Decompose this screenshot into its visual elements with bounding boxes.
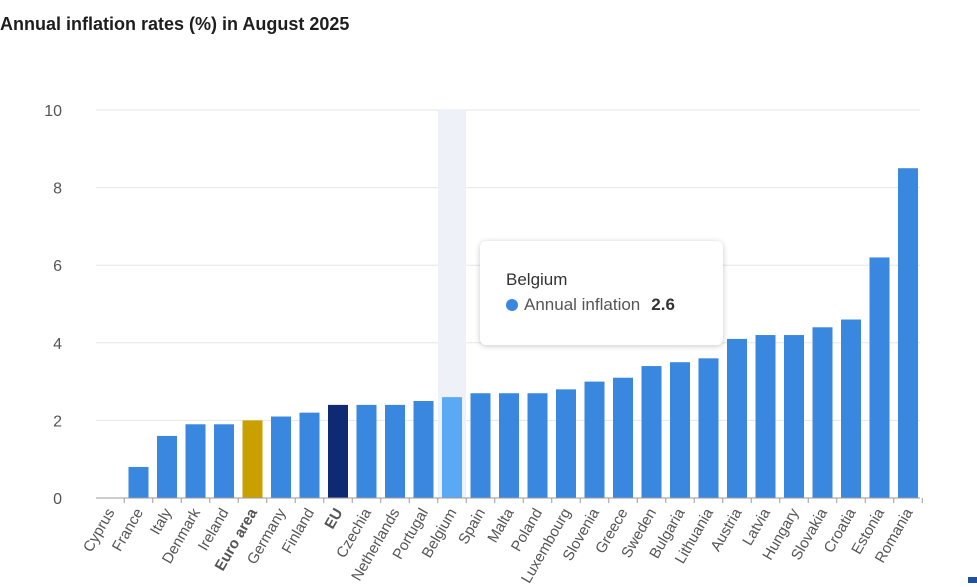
tooltip-title: Belgium xyxy=(506,270,568,289)
bar-euro-area[interactable] xyxy=(242,420,263,498)
series-dot-icon xyxy=(506,299,518,311)
bar-eu[interactable] xyxy=(328,404,348,498)
x-tick-label: Italy xyxy=(147,505,176,538)
corner-mark xyxy=(968,577,977,583)
bar-latvia[interactable] xyxy=(755,335,776,498)
bar-poland[interactable] xyxy=(527,393,548,498)
bar-austria[interactable] xyxy=(727,338,747,498)
bar-luxembourg[interactable] xyxy=(556,389,576,498)
tooltip: Belgium Annual inflation 2.6 xyxy=(480,241,723,345)
bar-netherlands[interactable] xyxy=(385,404,405,498)
bar-sweden[interactable] xyxy=(641,366,662,498)
axes xyxy=(96,497,923,503)
bar-greece[interactable] xyxy=(613,377,633,498)
tooltip-series-name: Annual inflation xyxy=(524,295,641,314)
tooltip-value: 2.6 xyxy=(651,295,675,314)
bar-lithuania[interactable] xyxy=(698,358,719,498)
x-tick-label: Spain xyxy=(455,506,489,548)
y-tick-label: 2 xyxy=(53,413,62,430)
y-tick-label: 10 xyxy=(44,103,62,120)
y-tick-label: 0 xyxy=(53,491,62,508)
bar-croatia[interactable] xyxy=(841,319,861,498)
bar-italy[interactable] xyxy=(157,435,177,498)
x-tick-label: EU xyxy=(321,506,346,533)
bar-ireland[interactable] xyxy=(214,424,234,498)
bar-denmark[interactable] xyxy=(185,424,206,498)
bar-slovakia[interactable] xyxy=(812,327,833,498)
bar-bulgaria[interactable] xyxy=(670,362,690,498)
bar-finland[interactable] xyxy=(299,412,320,498)
y-tick-label: 8 xyxy=(53,181,62,198)
bar-portugal[interactable] xyxy=(413,401,434,498)
y-tick-label: 6 xyxy=(53,258,62,275)
bar-spain[interactable] xyxy=(470,393,491,498)
bar-slovenia[interactable] xyxy=(584,381,605,498)
bar-germany[interactable] xyxy=(271,416,291,498)
bar-estonia[interactable] xyxy=(869,257,890,498)
bar-romania[interactable] xyxy=(898,168,918,498)
bar-hungary[interactable] xyxy=(784,335,804,498)
bar-france[interactable] xyxy=(128,466,149,498)
chart-title: Annual inflation rates (%) in August 202… xyxy=(0,14,350,34)
bars xyxy=(128,168,918,498)
y-tick-label: 4 xyxy=(53,336,62,353)
bar-czechia[interactable] xyxy=(356,404,377,498)
bar-malta[interactable] xyxy=(499,393,519,498)
tooltip-row: Annual inflation 2.6 xyxy=(506,295,723,315)
bar-belgium[interactable] xyxy=(442,397,462,498)
